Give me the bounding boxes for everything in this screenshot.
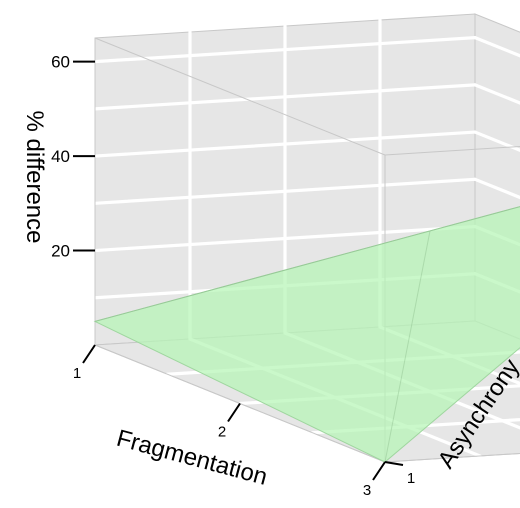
axis-ticks: 123123204060 (51, 53, 415, 499)
y-tick-mark (384, 461, 404, 466)
box-edge-bottom-right (384, 452, 520, 463)
left-wall-grid-z (93, 224, 477, 253)
z-tick-label: 60 (51, 53, 70, 72)
x-tick-mark (227, 402, 241, 423)
box-edge-top-right (384, 145, 520, 156)
left-wall-grid-z (93, 177, 477, 205)
left-wall-grid-z (93, 36, 477, 64)
surface-layer (93, 206, 520, 463)
x-axis-title: Fragmentation (114, 425, 270, 491)
left-wall-grid-z (93, 83, 477, 111)
x-tick-mark (82, 344, 96, 364)
surface-contour-line (384, 230, 431, 463)
z-axis-title: % difference (21, 111, 48, 244)
z-tick-label: 20 (51, 242, 70, 261)
z-tick-label: 40 (51, 147, 70, 166)
box-edge-top-front (94, 37, 386, 156)
left-wall-grid-z (93, 130, 477, 158)
x-tick-label: 1 (73, 365, 81, 382)
x-tick-mark (372, 461, 386, 481)
surface-edge-line (94, 206, 520, 322)
y-tick-label: 1 (407, 470, 415, 487)
x-tick-label: 3 (363, 482, 371, 499)
x-tick-label: 2 (218, 424, 226, 441)
